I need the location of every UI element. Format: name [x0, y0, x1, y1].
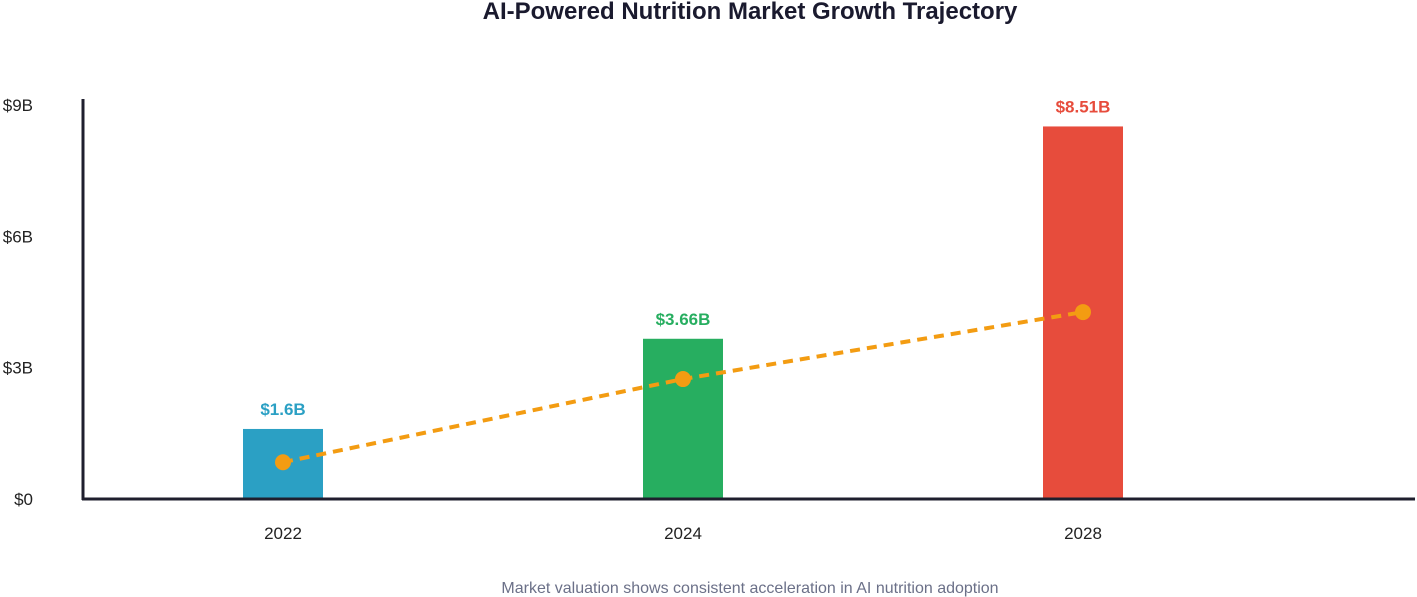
x-tick-label: 2024 — [664, 524, 702, 543]
x-tick-label: 2028 — [1064, 524, 1102, 543]
trend-point — [1075, 304, 1091, 321]
y-tick-label: $9B — [3, 96, 33, 115]
bar-2024 — [643, 338, 723, 499]
data-label: $8.51B — [1056, 97, 1111, 116]
data-label: $3.66B — [656, 310, 711, 329]
chart-subtitle: Market valuation shows consistent accele… — [501, 580, 998, 597]
y-tick-label: $3B — [3, 359, 33, 378]
x-tick-label: 2022 — [264, 524, 302, 543]
data-label: $1.6B — [260, 400, 305, 419]
y-tick-label: $6B — [3, 227, 33, 246]
chart-title: AI-Powered Nutrition Market Growth Traje… — [483, 0, 1018, 25]
trend-point — [275, 454, 291, 471]
trend-point — [675, 371, 691, 388]
y-tick-label: $0 — [14, 490, 33, 509]
